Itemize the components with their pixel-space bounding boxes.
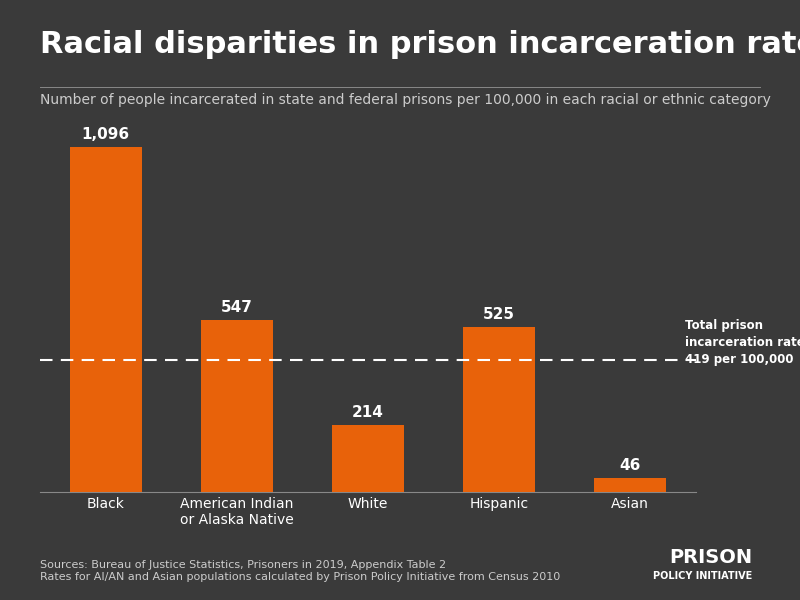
Bar: [594, 478, 666, 492]
Text: 525: 525: [483, 307, 515, 322]
Text: Total prison
incarceration rate:
419 per 100,000: Total prison incarceration rate: 419 per…: [685, 319, 800, 366]
Bar: [463, 326, 535, 492]
Bar: [70, 147, 142, 492]
Text: 46: 46: [619, 458, 641, 473]
Bar: [201, 320, 273, 492]
Text: 1,096: 1,096: [82, 127, 130, 142]
Bar: [332, 425, 404, 492]
Text: Racial disparities in prison incarceration rates, 2019: Racial disparities in prison incarcerati…: [40, 30, 800, 59]
Text: POLICY INITIATIVE: POLICY INITIATIVE: [653, 571, 752, 581]
Text: 214: 214: [352, 405, 384, 420]
Text: PRISON: PRISON: [669, 548, 752, 567]
Text: 547: 547: [221, 300, 253, 315]
Text: Number of people incarcerated in state and federal prisons per 100,000 in each r: Number of people incarcerated in state a…: [40, 93, 771, 107]
Text: Sources: Bureau of Justice Statistics, Prisoners in 2019, Appendix Table 2
Rates: Sources: Bureau of Justice Statistics, P…: [40, 560, 560, 582]
